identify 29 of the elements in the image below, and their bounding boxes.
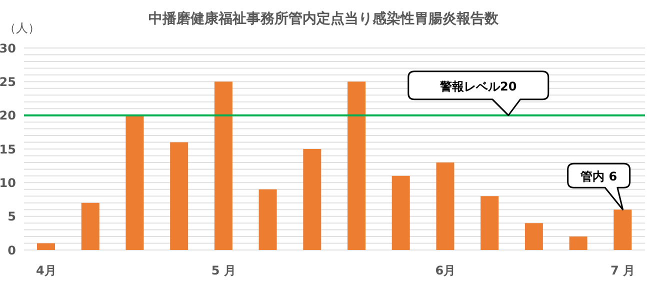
bar — [37, 243, 55, 250]
bar — [170, 142, 188, 250]
bar — [303, 149, 322, 250]
bar — [569, 236, 588, 250]
bar — [436, 162, 454, 250]
y-tick-label: 15 — [0, 142, 16, 156]
bar — [524, 223, 543, 250]
x-tick-label: 5 月 — [211, 264, 236, 278]
y-tick-label: 25 — [0, 74, 16, 89]
bar — [392, 176, 410, 250]
ref-line-label: 警報レベル20 — [439, 79, 517, 94]
x-tick-label: 7 月 — [610, 264, 636, 278]
x-tick-label: 6月 — [435, 264, 456, 278]
bar — [126, 115, 144, 250]
y-tick-label: 5 — [8, 210, 16, 224]
annotation: 管内 6 — [580, 170, 618, 184]
y-tick-label: 10 — [0, 176, 16, 190]
y-tick-label: 0 — [8, 243, 16, 258]
chart-title: 中播磨健康福祉事務所管内定点当り感染性胃腸炎報告数 — [148, 11, 498, 27]
y-axis-title: （人） — [4, 20, 40, 37]
bar — [614, 210, 632, 250]
bar — [258, 189, 277, 250]
bar — [480, 196, 499, 250]
x-tick-label: 4月 — [36, 264, 56, 278]
bar — [348, 82, 366, 250]
y-tick-label: 20 — [0, 108, 16, 123]
bar — [214, 82, 232, 250]
y-tick-label: 30 — [0, 41, 16, 56]
bar — [81, 202, 100, 250]
